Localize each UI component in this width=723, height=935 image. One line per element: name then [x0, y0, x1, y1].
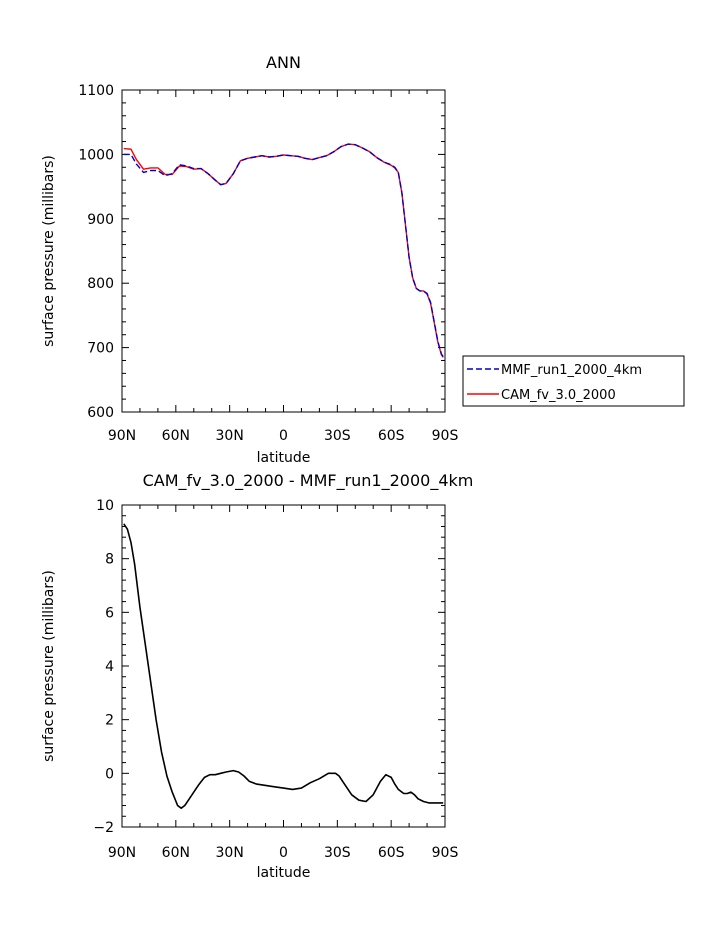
x-tick-label: 90N	[108, 428, 136, 444]
x-tick-label: 30S	[324, 428, 351, 444]
y-tick-label: 900	[87, 212, 114, 228]
cam-fv-3-0-2000-series-line	[123, 143, 444, 358]
y-tick-label: 2	[105, 713, 114, 729]
x-tick-label: 90N	[108, 845, 136, 861]
y-tick-label: 1100	[78, 83, 114, 99]
bottom-chart-title: CAM_fv_3.0_2000 - MMF_run1_2000_4km	[143, 471, 474, 491]
top-chart-plot-frame	[121, 89, 446, 413]
bottom-chart-plot-frame	[121, 504, 446, 828]
mmf-run1-2000-4km-series-line	[123, 143, 444, 357]
y-tick-label: 6	[105, 605, 114, 621]
top-chart-ticks: 90N 60N 30N 0 30S 60S 90S 600 700 800 900 1000 1100	[78, 83, 458, 444]
x-tick-label: 0	[279, 428, 288, 444]
x-tick-label: 60N	[162, 845, 190, 861]
top-chart-y-axis-title: surface pressure (millibars)	[41, 155, 57, 347]
difference-series-line	[123, 523, 444, 810]
legend-box	[462, 355, 685, 407]
x-tick-label: 60S	[378, 845, 405, 861]
bottom-chart: CAM_fv_3.0_2000 - MMF_run1_2000_4km surf…	[41, 471, 473, 881]
y-tick-label: −2	[93, 820, 114, 836]
x-tick-label: 60N	[162, 428, 190, 444]
top-chart-legend: MMF_run1_2000_4km CAM_fv_3.0_2000	[462, 355, 685, 407]
bottom-chart-series-lines	[123, 523, 444, 810]
bottom-chart-y-axis-title: surface pressure (millibars)	[41, 570, 57, 762]
x-tick-label: 60S	[378, 428, 405, 444]
top-chart-x-axis-title: latitude	[257, 450, 311, 466]
y-tick-label: 600	[87, 405, 114, 421]
x-tick-label: 30N	[216, 428, 244, 444]
legend-label-mmf: MMF_run1_2000_4km	[501, 363, 642, 378]
y-tick-label: 0	[105, 766, 114, 782]
top-chart-title: ANN	[266, 53, 301, 72]
bottom-chart-x-axis-title: latitude	[257, 865, 311, 881]
y-tick-label: 10	[96, 498, 114, 514]
x-tick-label: 30N	[216, 845, 244, 861]
top-chart-series-lines	[123, 143, 444, 358]
y-tick-label: 8	[105, 552, 114, 568]
top-chart: ANN surface pressure (millibars) latitud…	[41, 53, 458, 466]
y-tick-label: 700	[87, 341, 114, 357]
y-tick-label: 1000	[78, 147, 114, 163]
legend-label-cam: CAM_fv_3.0_2000	[501, 388, 616, 403]
x-tick-label: 90S	[432, 845, 459, 861]
x-tick-label: 90S	[432, 428, 459, 444]
x-tick-label: 30S	[324, 845, 351, 861]
y-tick-label: 4	[105, 659, 114, 675]
bottom-chart-ticks: 90N 60N 30N 0 30S 60S 90S −2 0 2 4 6 8 10	[93, 498, 458, 861]
x-tick-label: 0	[279, 845, 288, 861]
y-tick-label: 800	[87, 276, 114, 292]
